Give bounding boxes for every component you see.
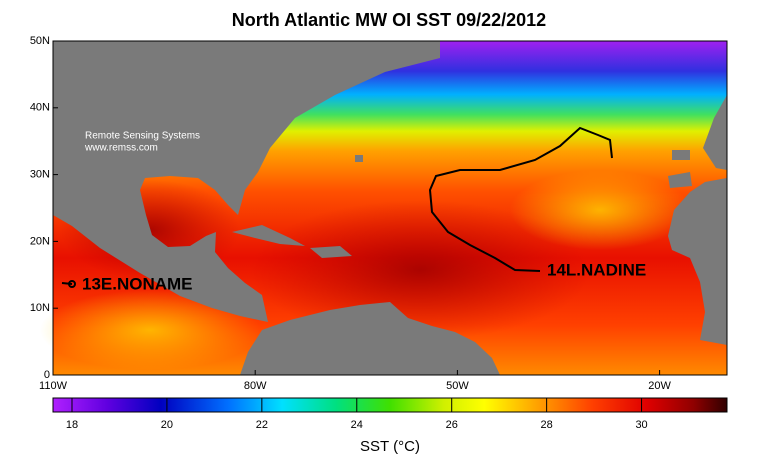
y-tick-label: 20N (30, 235, 50, 247)
hispaniola (310, 246, 352, 258)
canary-islands (668, 172, 692, 188)
colorbar-tick-label: 28 (541, 419, 553, 431)
south-america (240, 302, 500, 375)
colorbar-tick-label: 22 (256, 419, 268, 431)
north-america (53, 41, 440, 322)
azores (672, 150, 690, 160)
cooler-area (40, 290, 260, 370)
colorbar-tick-label: 30 (635, 419, 647, 431)
x-tick-label: 80W (244, 380, 267, 392)
africa-europe (668, 95, 727, 345)
storm-position (68, 280, 76, 288)
y-tick-label: 50N (30, 35, 50, 47)
map-frame (52, 40, 728, 376)
x-tick-label: 110W (39, 380, 68, 392)
colorbar-tick-label: 24 (351, 419, 363, 431)
storm-label: 14L.NADINE (547, 260, 646, 279)
x-tick-label: 50W (446, 380, 469, 392)
noname-track (61, 282, 73, 285)
colorbar-label: SST (°C) (360, 438, 420, 455)
title: North Atlantic MW OI SST 09/22/2012 (232, 10, 546, 30)
nadine-track (428, 126, 613, 272)
x-tick-label: 20W (648, 380, 671, 392)
map: 14L.NADINE 13E.NONAME Remote Sensing Sys… (40, 40, 728, 376)
colorbar-tick-label: 18 (66, 419, 78, 431)
storm-label: 13E.NONAME (82, 274, 193, 293)
y-tick-label: 10N (30, 302, 50, 314)
bermuda (355, 155, 363, 162)
colorbar (52, 397, 728, 413)
credit: www.remss.com (84, 143, 158, 154)
y-tick-label: 30N (30, 169, 50, 181)
credit: Remote Sensing Systems (85, 131, 200, 142)
colorbar-tick-label: 20 (161, 419, 173, 431)
cooler-area (510, 170, 690, 250)
y-tick-label: 40N (30, 102, 50, 114)
colorbar-tick-label: 26 (446, 419, 458, 431)
warm-pool (250, 200, 590, 340)
cuba (232, 225, 305, 246)
y-tick-label: 0 (44, 369, 50, 381)
